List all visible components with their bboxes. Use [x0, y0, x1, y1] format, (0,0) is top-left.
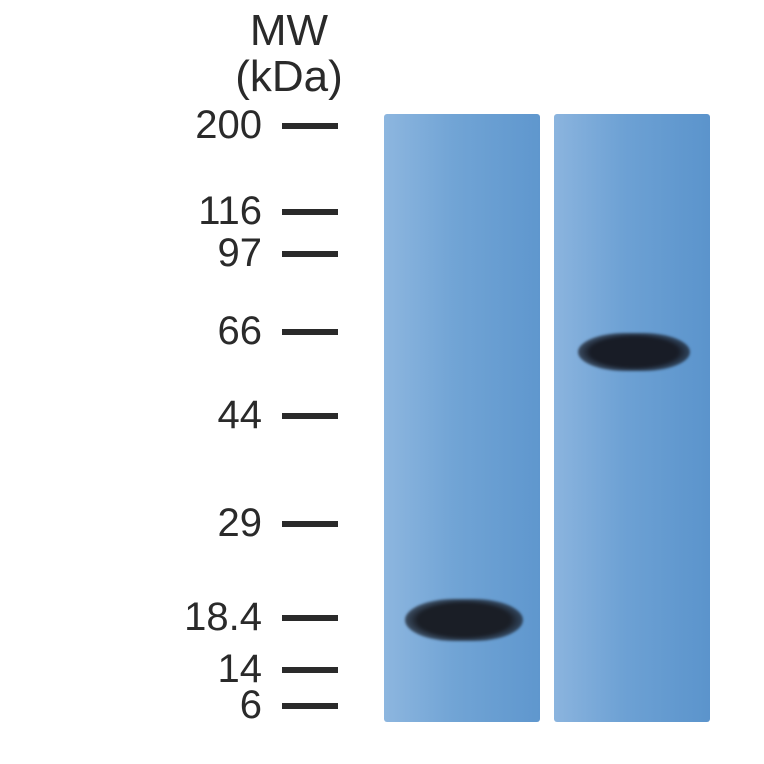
mw-marker-label: 200 — [195, 103, 262, 148]
mw-header: MW(kDa) — [214, 8, 364, 100]
mw-marker-tick — [282, 209, 338, 215]
mw-marker-label: 116 — [198, 189, 262, 234]
mw-marker-label: 66 — [218, 309, 263, 354]
mw-marker-tick — [282, 703, 338, 709]
protein-band — [578, 333, 690, 371]
mw-marker-tick — [282, 329, 338, 335]
mw-marker-label: 29 — [218, 501, 263, 546]
mw-header-line1: MW — [214, 8, 364, 54]
mw-marker-tick — [282, 615, 338, 621]
mw-marker-label: 6 — [240, 683, 262, 728]
mw-marker-label: 44 — [218, 393, 263, 438]
protein-band — [405, 599, 523, 641]
gel-lane — [554, 114, 710, 722]
mw-marker-tick — [282, 413, 338, 419]
mw-header-line2: (kDa) — [214, 54, 364, 100]
mw-marker-tick — [282, 123, 338, 129]
mw-marker-tick — [282, 521, 338, 527]
mw-marker-label: 18.4 — [184, 595, 262, 640]
mw-marker-tick — [282, 667, 338, 673]
mw-marker-label: 97 — [218, 231, 263, 276]
mw-marker-tick — [282, 251, 338, 257]
